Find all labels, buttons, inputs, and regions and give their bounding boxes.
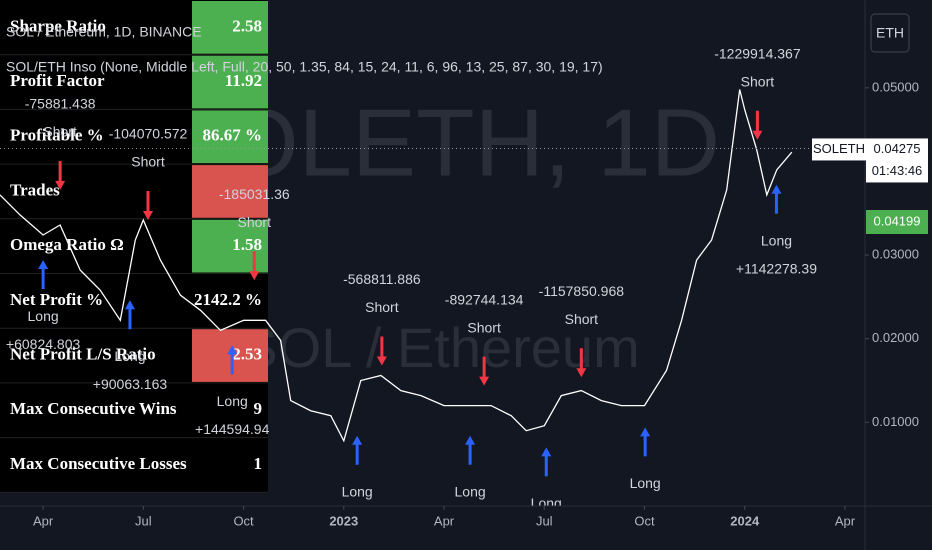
trade-pnl: +144594.94 (195, 421, 270, 437)
trade-side: Short (131, 154, 165, 170)
table-value: 1.58 (232, 235, 262, 254)
symbol-box (812, 138, 866, 161)
table-value-cell (192, 110, 268, 164)
trade-arrow (143, 191, 154, 221)
table-value: 86.67 % (203, 126, 263, 145)
trade-arrow (479, 356, 490, 386)
table-label: Sharpe Ratio (10, 16, 106, 35)
trade-pnl: -568811.886 (343, 271, 421, 287)
trade-pnl: -185031.36 (219, 186, 290, 202)
indicator-value-label: 0.04199 (874, 213, 921, 228)
trade-arrow (541, 447, 552, 477)
trade-pnl: +60824.803 (6, 336, 81, 352)
trade-side: Long (630, 475, 661, 491)
trade-side: Short (741, 73, 775, 89)
trade-arrow (465, 435, 476, 465)
table-value-cell (192, 55, 268, 109)
trade-pnl: -75881.438 (25, 96, 96, 112)
trade-pnl: +90063.163 (93, 376, 168, 392)
y-tick-label: 0.01000 (872, 414, 919, 429)
trade-side: Long (455, 483, 486, 499)
y-tick-label: 0.03000 (872, 247, 919, 262)
indicator-label: SOL/ETH Inso (None, Middle Left, Full, 2… (6, 59, 603, 75)
trade-arrow (576, 348, 587, 378)
trade-pnl: -892744.134 (445, 291, 524, 307)
trade-pnl: -1157850.968 (539, 283, 625, 299)
trade-arrow (352, 435, 363, 465)
trade-side: Short (43, 124, 77, 140)
price-line (0, 89, 793, 443)
trade-side: Long (28, 308, 59, 324)
plot-area: Short -75881.438 Short -104070.572 Short -185… (0, 45, 865, 511)
trade-arrow (124, 300, 135, 330)
table-label: Profitable % (10, 126, 104, 145)
trade-side: Short (238, 214, 272, 230)
table-value-cell (192, 1, 268, 54)
trade-side: Long (342, 483, 373, 499)
trade-pnl: -104070.572 (109, 126, 188, 142)
trade-arrow (249, 251, 260, 281)
table-label: Net Profit % (10, 290, 103, 309)
x-tick-label: Jul (536, 513, 553, 528)
trade-side: Short (365, 299, 399, 315)
symbol-label: SOL / Ethereum, 1D, BINANCE (6, 24, 202, 40)
table-label: Profit Factor (10, 71, 105, 90)
trade-side: Long (761, 232, 792, 248)
trade-side: Long (114, 348, 145, 364)
trade-arrow (38, 260, 49, 290)
table-value: 2.53 (232, 344, 262, 363)
table-value: 9 (254, 399, 263, 418)
trade-side: Long (531, 495, 562, 511)
table-value: 11.92 (225, 71, 262, 90)
axes: 0.01000 0.02000 0.03000 0.05000 Apr Jul Oct 202… (33, 79, 928, 528)
table-value: 1 (254, 454, 263, 473)
last-price-label: 0.04275 (874, 141, 921, 156)
table-label: Trades (10, 180, 60, 199)
trade-arrow (55, 160, 66, 190)
stats-table: Sharpe Ratio 2.58 Profit Factor 11.92 Profit… (0, 0, 268, 493)
x-tick-label: Oct (233, 513, 254, 528)
indicator-value-box (866, 210, 928, 234)
trade-arrow (227, 345, 238, 375)
y-tick-label: 0.05000 (872, 79, 919, 94)
symbol-tag: SOLETH (813, 141, 865, 156)
trade-side: Long (217, 393, 248, 409)
currency-label[interactable]: ETH (876, 25, 904, 41)
table-label: Net Profit L/S Ratio (10, 344, 156, 363)
trade-side: Short (565, 311, 599, 327)
table-label: Max Consecutive Losses (10, 454, 187, 473)
x-tick-label: Apr (434, 513, 455, 528)
trade-arrow (771, 184, 782, 214)
x-tick-label: Apr (33, 513, 54, 528)
trade-side: Short (467, 319, 501, 335)
countdown-label: 01:43:46 (872, 163, 923, 178)
table-label: Omega Ratio Ω (10, 235, 124, 254)
trade-arrow (752, 110, 763, 140)
currency-button[interactable] (870, 13, 910, 53)
x-tick-label: 2023 (329, 513, 358, 528)
x-tick-label: Oct (634, 513, 655, 528)
trade-arrow (640, 427, 651, 457)
x-tick-label: Jul (135, 513, 152, 528)
x-tick-label: 2024 (730, 513, 760, 528)
x-tick-label: Apr (835, 513, 856, 528)
trade-arrow (376, 336, 387, 366)
table-label: Max Consecutive Wins (10, 399, 177, 418)
last-price-box (866, 138, 928, 183)
table-value: 2.58 (232, 16, 262, 35)
trade-pnl: -1229914.367 (714, 45, 801, 61)
table-value: 2142.2 % (194, 290, 262, 309)
trade-pnl: +1142278.39 (736, 260, 817, 276)
table-value-cell (192, 165, 268, 218)
table-value-cell (192, 329, 268, 382)
y-tick-label: 0.02000 (872, 330, 919, 345)
watermark-subtitle: SOL / Ethereum (240, 316, 639, 379)
